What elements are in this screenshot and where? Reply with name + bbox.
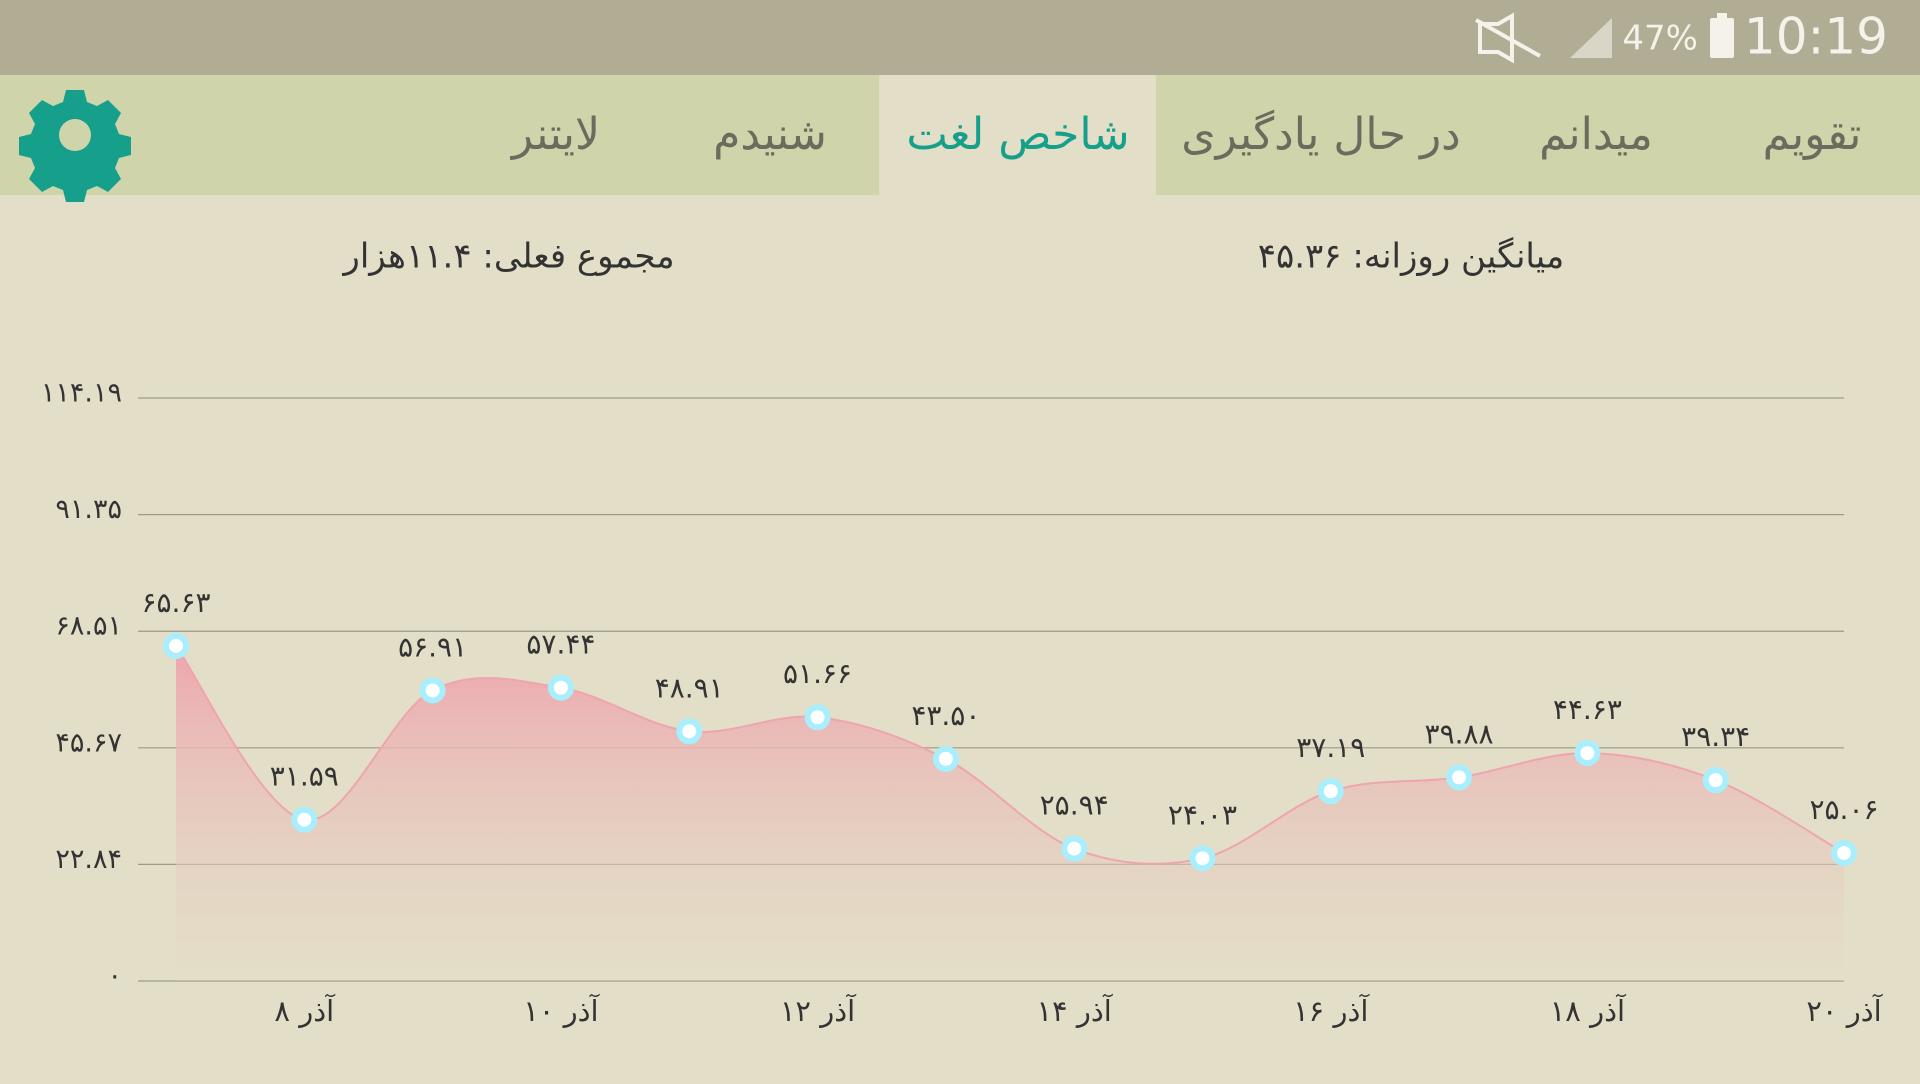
- active-tab-bg: [879, 75, 1156, 195]
- status-icons: [1475, 12, 1734, 64]
- value-label: ۵۶.۹۱: [398, 630, 467, 663]
- battery-level: 47%: [1622, 19, 1698, 59]
- data-point: [291, 806, 318, 833]
- area-line: [175, 645, 1845, 865]
- x-tick-label: ۱۲ آذر: [780, 993, 857, 1028]
- clock: 10:19: [1744, 8, 1888, 66]
- value-label: ۴۸.۹۱: [655, 671, 724, 704]
- x-tick-label: ۱۸ آذر: [1550, 993, 1627, 1028]
- value-label: ۴۴.۶۳: [1553, 693, 1622, 726]
- area: [176, 645, 1844, 981]
- y-tick-label: ۴۵.۶۷: [55, 727, 122, 758]
- value-label: ۳۱.۵۹: [270, 760, 339, 793]
- tab[interactable]: شاخص لغت: [906, 109, 1129, 160]
- value-label: ۶۵.۶۳: [141, 586, 210, 619]
- data-point: [676, 718, 703, 745]
- value-label: ۳۹.۸۸: [1425, 717, 1494, 750]
- data-point: [804, 704, 831, 731]
- x-tick-label: ۱۶ آذر: [1293, 993, 1370, 1028]
- data-point: [932, 745, 959, 772]
- battery-tip: [1717, 13, 1727, 19]
- tab[interactable]: شنیدم: [713, 109, 827, 160]
- battery-icon: [1710, 18, 1734, 58]
- y-tick-label: ۲۲.۸۴: [55, 844, 122, 875]
- data-point: [547, 674, 574, 701]
- value-label: ۲۵.۰۶: [1809, 793, 1878, 826]
- tab[interactable]: در حال یادگیری: [1181, 109, 1461, 160]
- y-tick-label: ۹۱.۳۵: [55, 494, 122, 525]
- data-point: [1574, 740, 1601, 767]
- y-tick-label: ۶۸.۵۱: [55, 611, 122, 642]
- signal-icon: [1570, 18, 1612, 58]
- data-point: [1317, 778, 1344, 805]
- data-point: [419, 677, 446, 704]
- gear-hole: [59, 119, 91, 151]
- data-point: [1831, 840, 1857, 867]
- tab[interactable]: تقویم: [1763, 109, 1862, 160]
- value-label: ۳۷.۱۹: [1296, 731, 1365, 764]
- value-label: ۴۳.۵۰: [911, 699, 980, 732]
- x-tick-label: ۸ آذر: [274, 993, 336, 1028]
- value-label: ۲۴.۰۳: [1168, 798, 1237, 831]
- settings-button[interactable]: [19, 90, 131, 202]
- x-tick-label: ۲۰ آذر: [1806, 993, 1883, 1028]
- value-label: ۵۱.۶۶: [783, 657, 852, 690]
- data-point: [163, 632, 189, 659]
- value-label: ۵۷.۴۴: [526, 628, 595, 661]
- y-tick-label: ۱۱۴.۱۹: [41, 378, 122, 409]
- data-point: [1061, 835, 1088, 862]
- data-point: [1446, 764, 1473, 791]
- x-tick-label: ۱۰ آذر: [523, 993, 600, 1028]
- daily-average: میانگین روزانه: ۴۵.۳۶: [1258, 237, 1565, 277]
- data-point: [1189, 845, 1216, 872]
- y-tick-label: ۰: [107, 961, 122, 992]
- value-label: ۲۵.۹۴: [1040, 789, 1109, 822]
- data-point: [1702, 767, 1729, 794]
- value-label: ۳۹.۳۴: [1681, 720, 1750, 753]
- tab[interactable]: میدانم: [1539, 109, 1653, 160]
- mute-icon: [1475, 12, 1541, 64]
- current-total: مجموع فعلی: ۱۱.۴هزار: [341, 237, 674, 277]
- tab[interactable]: لایتنر: [510, 109, 600, 160]
- x-tick-label: ۱۴ آذر: [1036, 993, 1113, 1028]
